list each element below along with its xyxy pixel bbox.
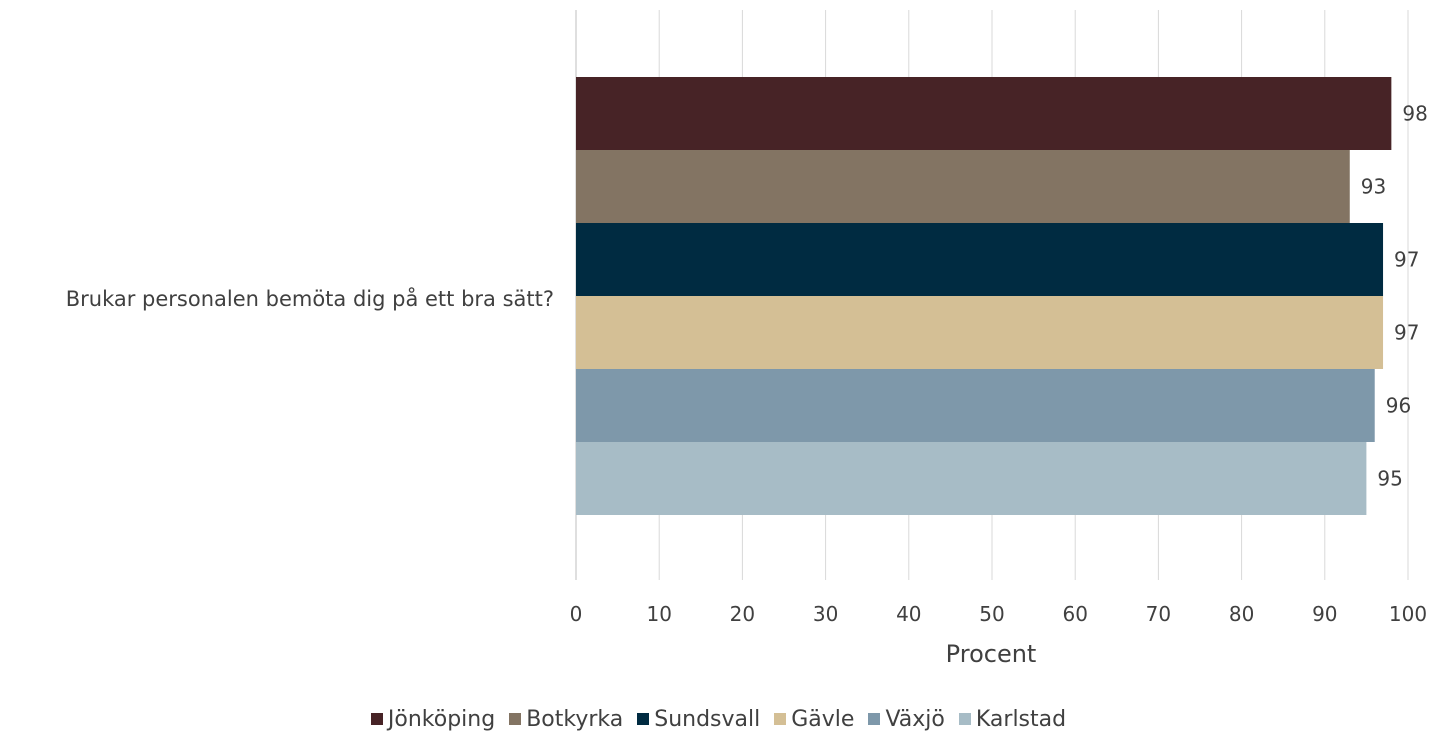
x-tick-label: 40 <box>896 602 921 626</box>
legend-label: Botkyrka <box>526 707 624 732</box>
legend-swatch <box>637 713 650 725</box>
data-label: 93 <box>1361 175 1386 199</box>
legend-item: Sundsvall <box>637 704 760 736</box>
legend-swatch <box>958 713 971 725</box>
category-label: Brukar personalen bemöta dig på ett bra … <box>66 286 554 311</box>
bar-gävle <box>576 296 1384 369</box>
data-labels: 98 93 97 97 96 95 <box>1361 102 1428 491</box>
x-axis-title: Procent <box>946 640 1037 668</box>
x-tick-label: 60 <box>1062 602 1087 626</box>
x-axis-ticks: 0 10 20 30 40 50 60 70 80 90 100 <box>570 602 1427 626</box>
x-tick-label: 80 <box>1229 602 1254 626</box>
legend-swatch <box>774 713 787 725</box>
x-tick-label: 50 <box>979 602 1004 626</box>
legend-item: Botkyrka <box>509 704 623 736</box>
x-tick-label: 0 <box>570 602 583 626</box>
legend: Jönköping Botkyrka Sundsvall Gävle Växjö Karl… <box>0 704 1437 736</box>
bar-sundsvall <box>576 223 1384 296</box>
data-label: 98 <box>1402 102 1427 126</box>
bar-chart: 98 93 97 97 96 95 0 10 20 30 40 50 60 70 80 90 100 Proc… <box>66 10 1428 668</box>
legend-item: Växjö <box>868 704 945 736</box>
legend-swatch <box>868 713 881 725</box>
legend-swatch <box>509 713 522 725</box>
data-label: 95 <box>1377 467 1402 491</box>
bar-karlstad <box>576 442 1367 515</box>
x-tick-label: 90 <box>1312 602 1337 626</box>
legend-label: Gävle <box>791 707 855 732</box>
legend-swatch <box>370 713 383 725</box>
bar-botkyrka <box>576 150 1350 223</box>
legend-item: Jönköping <box>370 704 496 736</box>
bars <box>576 77 1392 515</box>
legend-label: Växjö <box>885 707 945 732</box>
legend-label: Sundsvall <box>654 707 761 732</box>
data-label: 97 <box>1394 248 1419 272</box>
data-label: 96 <box>1386 394 1411 418</box>
legend-label: Karlstad <box>975 707 1067 732</box>
legend-item: Gävle <box>774 704 854 736</box>
x-tick-label: 20 <box>730 602 755 626</box>
legend-item: Karlstad <box>958 704 1067 736</box>
legend-label: Jönköping <box>387 707 496 732</box>
x-tick-label: 100 <box>1389 602 1427 626</box>
bar-jönköping <box>576 77 1392 150</box>
x-tick-label: 70 <box>1146 602 1171 626</box>
bar-växjö <box>576 369 1375 442</box>
x-tick-label: 10 <box>646 602 671 626</box>
data-label: 97 <box>1394 321 1419 345</box>
x-tick-label: 30 <box>813 602 838 626</box>
